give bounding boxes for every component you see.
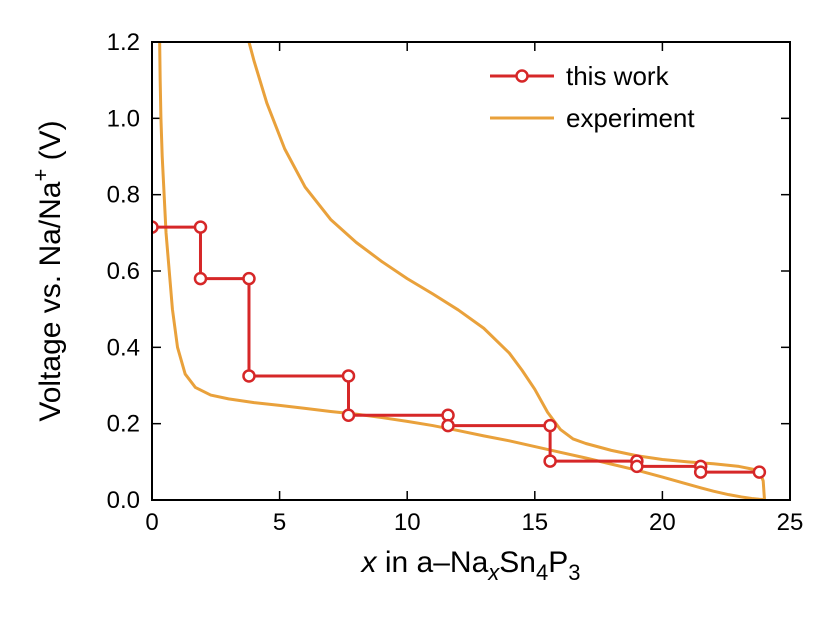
marker-this-work	[343, 370, 354, 381]
marker-this-work	[631, 461, 642, 472]
marker-this-work	[443, 420, 454, 431]
legend-label: experiment	[566, 103, 695, 133]
marker-this-work	[754, 467, 765, 478]
xtick-label: 0	[145, 509, 158, 536]
xtick-label: 5	[273, 509, 286, 536]
legend-label: this work	[566, 61, 670, 91]
y-axis-label: Voltage vs. Na/Na+ (V)	[28, 120, 67, 421]
ytick-label: 0.2	[107, 411, 140, 438]
marker-this-work	[545, 456, 556, 467]
marker-this-work	[243, 370, 254, 381]
marker-this-work	[243, 273, 254, 284]
ytick-label: 0.0	[107, 487, 140, 514]
marker-this-work	[343, 410, 354, 421]
marker-this-work	[695, 467, 706, 478]
marker-this-work	[195, 273, 206, 284]
voltage-chart: 05101520250.00.20.40.60.81.01.2x in a–Na…	[0, 0, 838, 620]
xtick-label: 15	[521, 509, 548, 536]
marker-this-work	[545, 420, 556, 431]
xtick-label: 25	[777, 509, 804, 536]
ytick-label: 1.0	[107, 105, 140, 132]
ytick-label: 0.8	[107, 182, 140, 209]
ytick-label: 1.2	[107, 29, 140, 56]
ytick-label: 0.4	[107, 334, 140, 361]
xtick-label: 10	[394, 509, 421, 536]
ytick-label: 0.6	[107, 258, 140, 285]
marker-this-work	[195, 222, 206, 233]
xtick-label: 20	[649, 509, 676, 536]
